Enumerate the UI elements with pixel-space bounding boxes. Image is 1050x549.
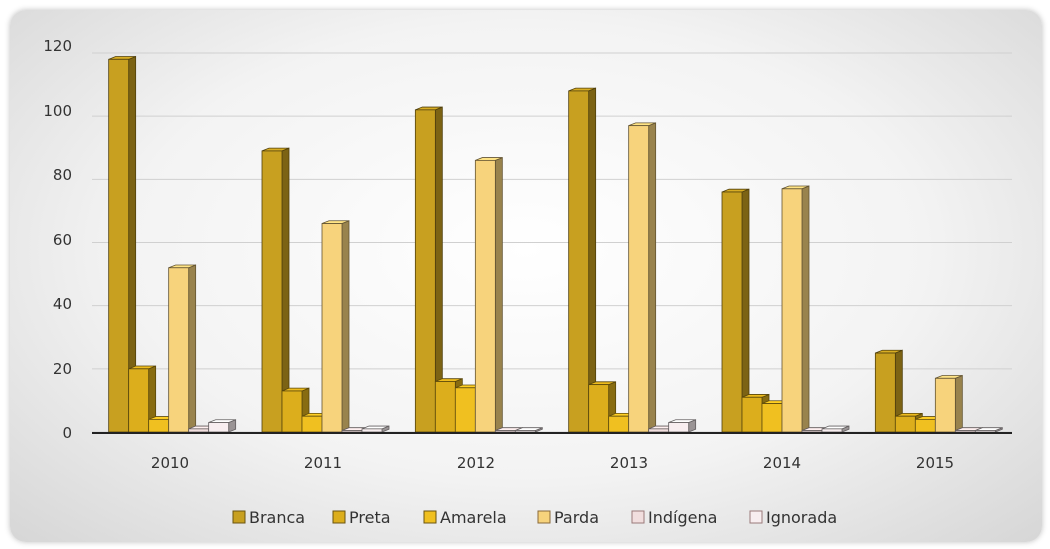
bar-parda-2011 [321,220,350,433]
bar-front [454,387,476,433]
bar-front [741,396,763,433]
bar-side [341,220,350,433]
y-axis: 0 20 40 60 80 100 120 [43,37,72,442]
bar-front [168,267,190,433]
bar-front [341,430,363,433]
bar-front [494,430,516,433]
legend-swatch-branca [232,510,246,524]
bar-front [588,384,610,433]
bar-ignorada-2013 [668,419,697,433]
legend-label: Ignorada [766,508,837,527]
bar-side [588,87,597,433]
legend-swatch-ignorada [749,510,763,524]
legend-label: Parda [554,508,599,527]
bar-front [894,415,916,433]
legend-label: Indígena [648,508,717,527]
legend: Branca Preta Amarela Parda Indígena Igno… [232,508,837,527]
bar-parda-2014 [781,185,810,433]
legend-swatch-amarela [423,510,437,524]
bar-front [514,430,536,433]
bar-ignorada-2011 [361,425,390,433]
bar-front [648,428,670,433]
bar-front [261,150,283,433]
bar-front [434,381,456,433]
bar-front [281,390,303,433]
bar-front [801,430,823,433]
bars [108,55,1003,433]
bar-preta-2010 [128,365,157,433]
legend-label: Branca [249,508,305,527]
bar-branca-2012 [414,106,443,433]
x-tick-label: 2014 [763,454,801,472]
y-tick-label: 60 [53,231,72,249]
bar-front [721,191,743,433]
bar-branca-2014 [721,188,750,433]
bar-front [821,428,843,433]
bar-front [781,188,803,433]
y-tick-label: 0 [62,424,72,442]
bar-front [974,430,996,433]
bar-ignorada-2015 [974,427,1003,433]
bar-parda-2015 [934,374,963,433]
bar-front [108,58,130,433]
bar-front [128,368,150,433]
bar-side [188,264,197,433]
x-tick-label: 2015 [916,454,954,472]
bar-front [568,90,590,433]
bar-front [208,422,230,433]
bar-front [148,418,170,433]
x-axis: 2010 2011 2012 2013 2014 2015 [92,432,1012,472]
x-tick-label: 2013 [610,454,648,472]
legend-swatch-preta [332,510,346,524]
gridlines [92,52,1012,433]
bar-side [648,122,657,433]
bar-side [494,156,503,433]
bar-branca-2013 [568,87,597,433]
bar-branca-2010 [108,55,137,433]
x-tick-label: 2011 [304,454,342,472]
bar-ignorada-2012 [514,427,543,433]
bar-front [608,415,630,433]
bar-parda-2012 [474,156,503,433]
bar-front [188,428,210,433]
bar-ignorada-2014 [821,425,850,433]
bar-front [414,109,436,433]
bar-front [874,352,896,433]
bar-parda-2010 [168,264,197,433]
y-tick-label: 100 [43,102,72,120]
legend-label: Preta [349,508,391,527]
bar-front [914,418,936,433]
y-tick-label: 40 [53,295,72,313]
bar-front [761,403,783,433]
y-tick-label: 20 [53,360,72,378]
bar-front [321,223,343,433]
bar-parda-2013 [628,122,657,433]
x-tick-label: 2010 [151,454,189,472]
legend-label: Amarela [440,508,507,527]
bar-front [954,430,976,433]
bar-ignorada-2010 [208,419,237,433]
x-tick-label: 2012 [457,454,495,472]
y-tick-label: 120 [43,37,72,55]
bar-front [474,159,496,433]
bar-front [668,422,690,433]
legend-swatch-indigena [631,510,645,524]
bar-side [801,185,810,433]
bar-front [934,377,956,433]
bar-front [301,415,323,433]
legend-swatch-parda [537,510,551,524]
y-tick-label: 80 [53,166,72,184]
bar-side [954,374,963,433]
bar-front [628,125,650,433]
bar-front [361,428,383,433]
